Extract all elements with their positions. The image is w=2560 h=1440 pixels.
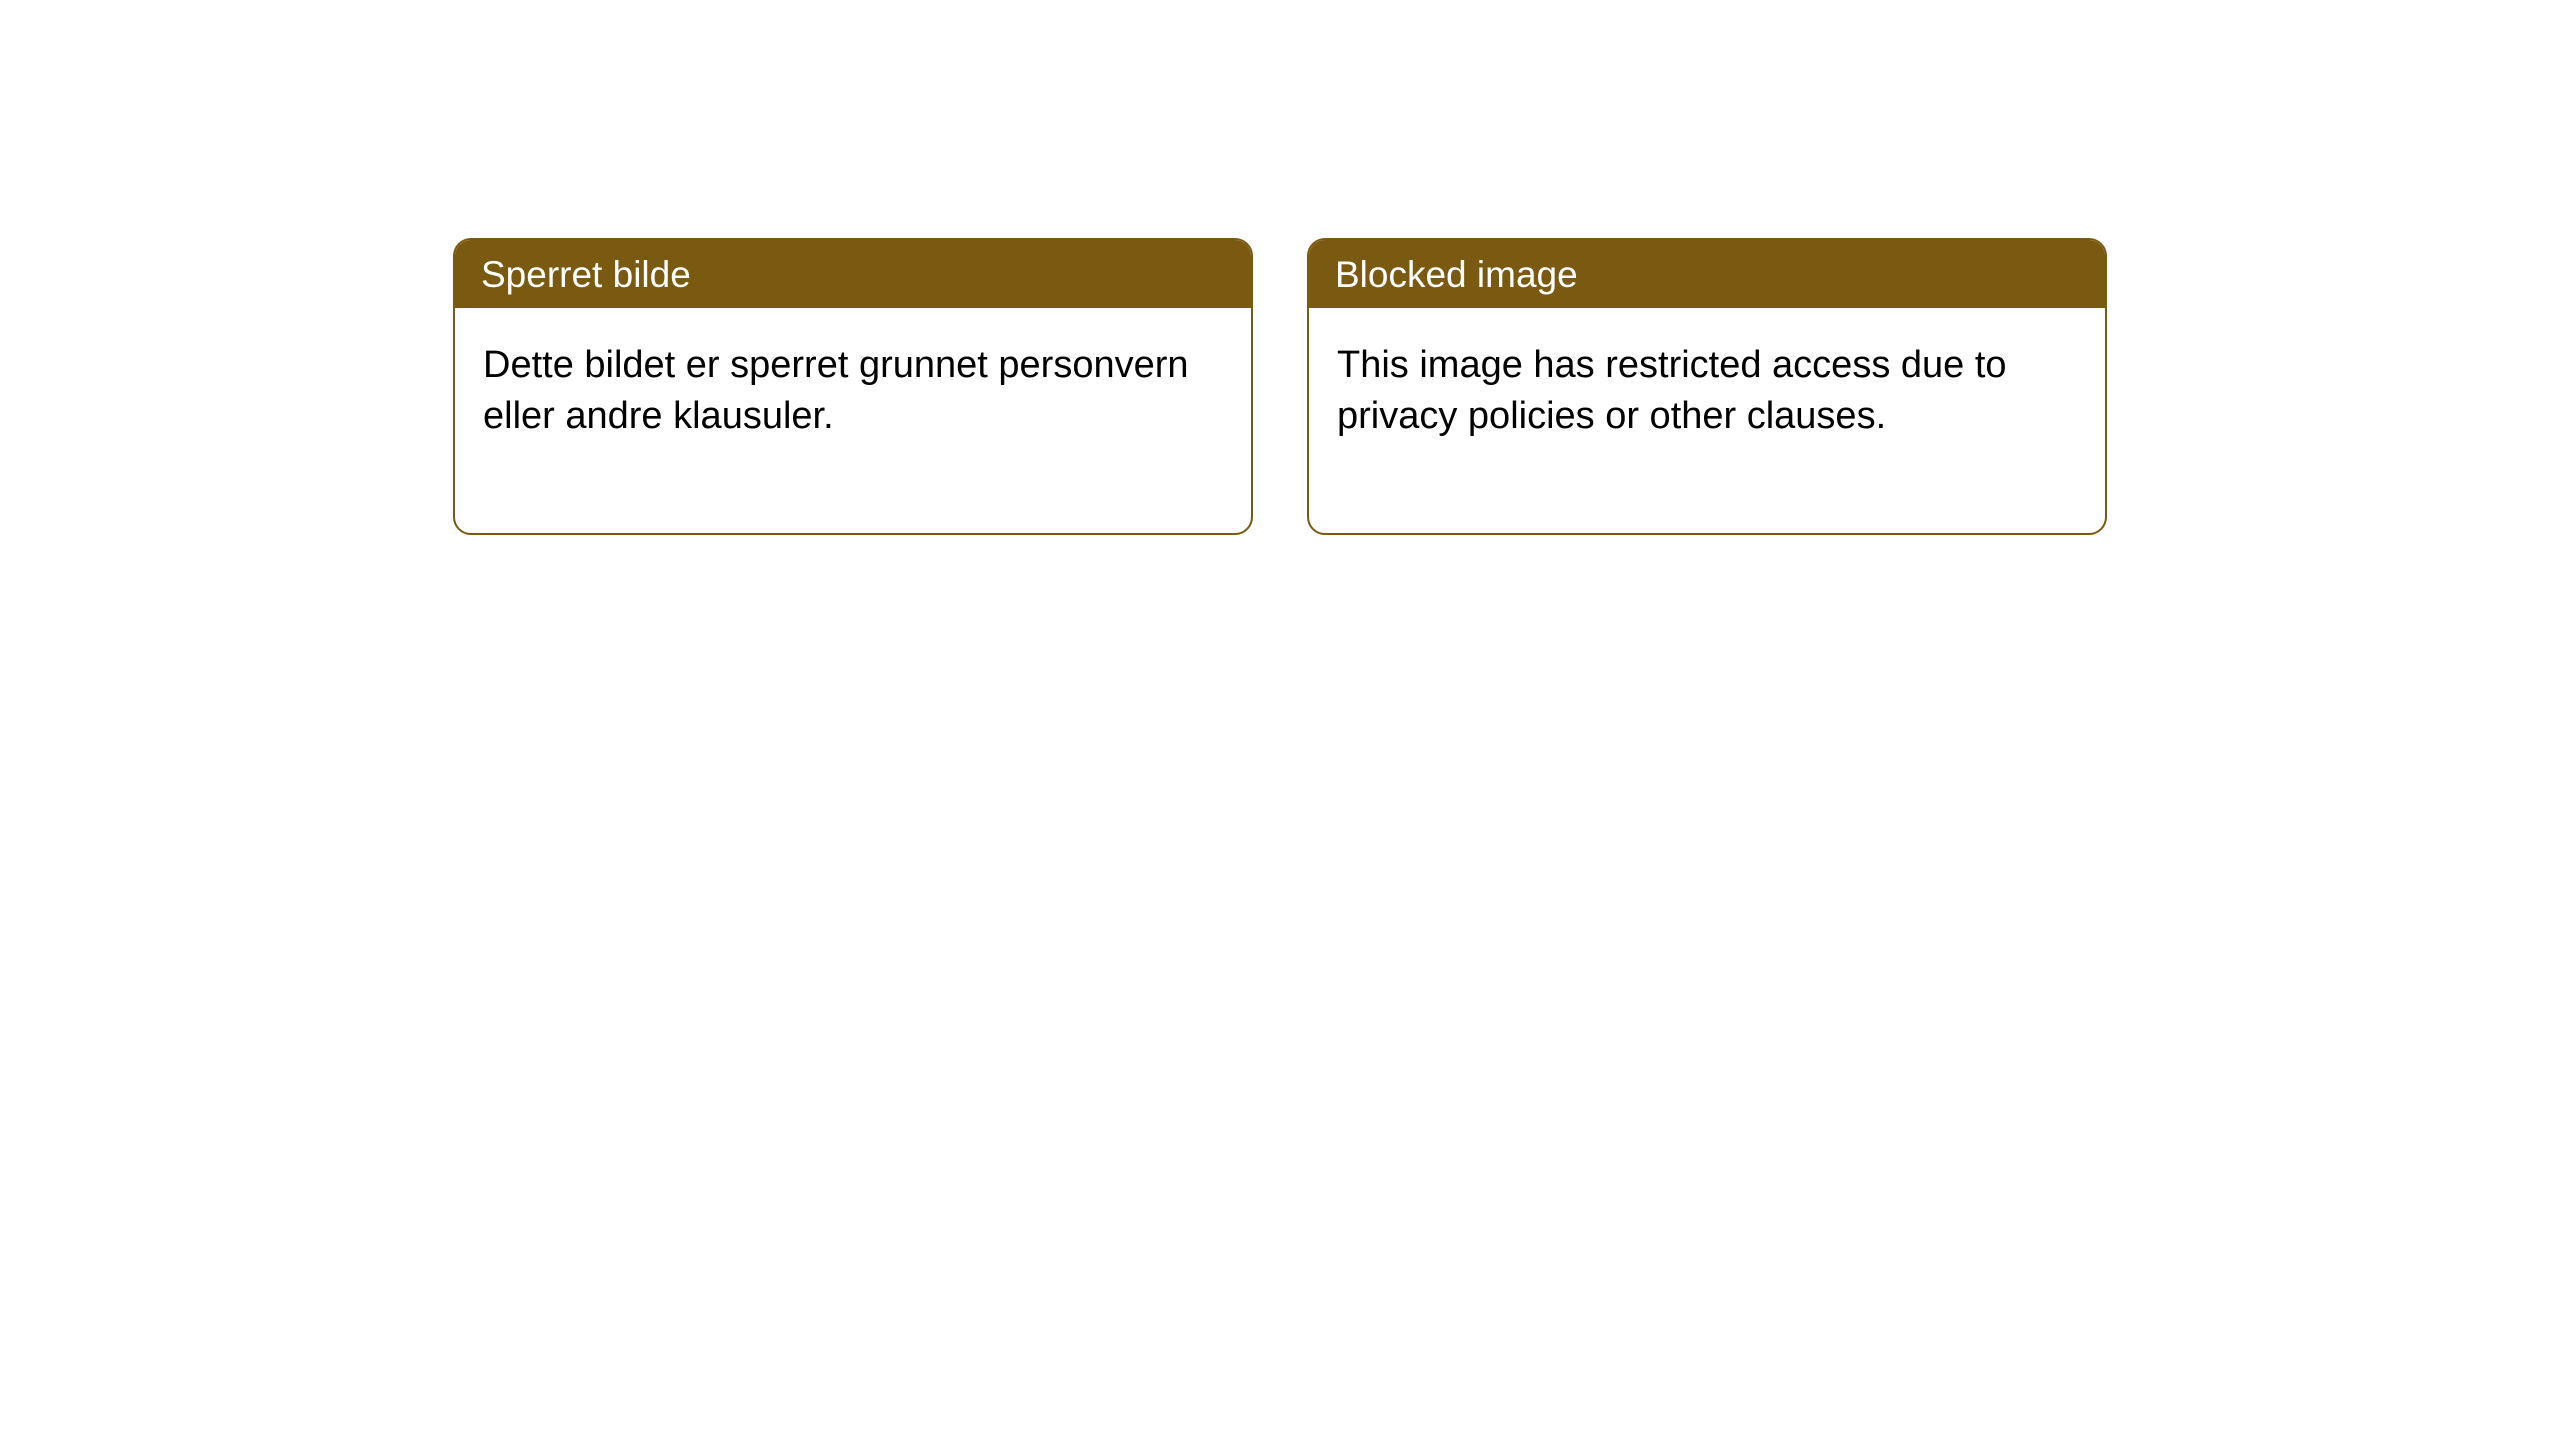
notice-header-en: Blocked image — [1309, 240, 2105, 308]
notice-header-no: Sperret bilde — [455, 240, 1251, 308]
notice-card-no: Sperret bilde Dette bildet er sperret gr… — [453, 238, 1253, 535]
notice-card-en: Blocked image This image has restricted … — [1307, 238, 2107, 535]
notice-body-no: Dette bildet er sperret grunnet personve… — [455, 308, 1251, 533]
notice-body-en: This image has restricted access due to … — [1309, 308, 2105, 533]
notice-container: Sperret bilde Dette bildet er sperret gr… — [453, 238, 2107, 535]
